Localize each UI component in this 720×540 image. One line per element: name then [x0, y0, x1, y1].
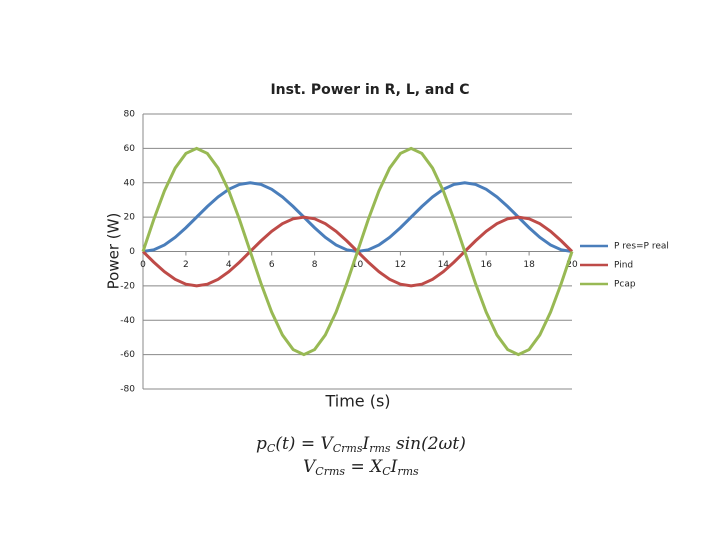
equation-part: Crms	[315, 465, 345, 478]
x-tick-label: 0	[140, 260, 146, 270]
y-tick-label: -20	[120, 281, 135, 291]
equation-part: (t) = V	[275, 434, 334, 454]
x-tick-label: 20	[566, 260, 578, 270]
x-tick-label: 16	[480, 260, 492, 270]
x-tick-label: 8	[312, 260, 318, 270]
equation-part: Crms	[333, 442, 363, 455]
x-tick-label: 12	[395, 260, 406, 270]
legend-label: Pcap	[614, 280, 636, 290]
x-tick-label: 14	[438, 260, 450, 270]
y-tick-label: -40	[120, 316, 135, 326]
equation-part: C	[267, 442, 276, 455]
equation-part: I	[362, 434, 370, 454]
y-tick-label: -80	[120, 385, 135, 395]
x-tick-label: 18	[523, 260, 535, 270]
equation-part: sin(2ωt)	[391, 434, 466, 454]
series-line	[141, 146, 574, 357]
equation-part: p	[256, 434, 267, 454]
equation-part: C	[382, 465, 391, 478]
y-tick-label: -60	[120, 350, 135, 360]
y-tick-label: 60	[124, 144, 136, 154]
y-tick-label: 40	[124, 178, 136, 188]
x-tick-label: 4	[226, 260, 232, 270]
equation-part: = X	[345, 457, 383, 477]
x-axis-label: Time (s)	[324, 392, 390, 411]
x-tick-label: 2	[183, 260, 189, 270]
equation-part: V	[303, 457, 317, 477]
legend-label: P res=P real	[614, 242, 669, 252]
equation-part: rms	[369, 442, 391, 455]
chart-title: Inst. Power in R, L, and C	[270, 82, 469, 98]
y-tick-label: 20	[124, 213, 136, 223]
x-tick-label: 6	[269, 260, 275, 270]
equation: VCrms = XCIrms	[303, 457, 419, 479]
equation: pC(t) = VCrmsIrms sin(2ωt)	[256, 434, 466, 456]
legend-label: Pind	[614, 261, 633, 271]
equation-part: I	[390, 457, 398, 477]
y-tick-label: 80	[124, 110, 136, 120]
y-axis-label: Power (W)	[105, 213, 123, 290]
equation-part: rms	[397, 465, 419, 478]
x-tick-label: 10	[352, 260, 364, 270]
y-tick-label: 0	[129, 247, 135, 257]
